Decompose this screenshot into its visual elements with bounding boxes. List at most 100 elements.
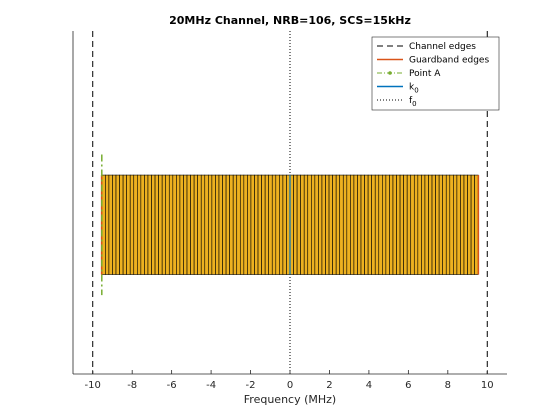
resource-block xyxy=(318,174,323,275)
resource-block xyxy=(360,174,365,275)
resource-block xyxy=(300,174,305,275)
x-tick-label: -4 xyxy=(206,380,216,391)
resource-block xyxy=(467,174,472,275)
resource-block xyxy=(158,174,163,275)
resource-block xyxy=(389,174,394,275)
x-tick-label: 0 xyxy=(287,380,293,391)
x-tick-label: 4 xyxy=(366,380,372,391)
resource-block xyxy=(449,174,454,275)
resource-block xyxy=(410,174,415,275)
resource-block xyxy=(264,174,269,275)
legend-entry: Guardband edges xyxy=(409,56,489,66)
x-tick-label: -6 xyxy=(167,380,177,391)
resource-block xyxy=(442,174,447,275)
resource-block xyxy=(413,174,419,275)
x-tick-label: 2 xyxy=(326,380,332,391)
resource-block xyxy=(257,174,262,275)
plot-area xyxy=(92,31,488,374)
resource-block xyxy=(250,174,255,275)
resource-block xyxy=(151,174,156,275)
legend-subscript: 0 xyxy=(414,87,418,95)
resource-block xyxy=(271,174,277,275)
resource-block xyxy=(144,174,149,275)
resource-block xyxy=(328,174,333,275)
resource-block xyxy=(325,174,330,275)
resource-block xyxy=(296,174,301,275)
legend-marker xyxy=(388,71,392,75)
resource-block xyxy=(353,174,358,275)
resource-block xyxy=(232,174,238,275)
resource-block xyxy=(314,174,319,275)
resource-block xyxy=(193,174,198,275)
resource-block xyxy=(385,174,390,275)
resource-block xyxy=(357,174,362,275)
resource-block xyxy=(200,174,206,275)
resource-block xyxy=(225,174,230,275)
resource-block xyxy=(396,174,401,275)
resource-block xyxy=(218,174,223,275)
legend-entry: Channel edges xyxy=(409,42,476,52)
resource-block xyxy=(112,174,117,275)
resource-block xyxy=(303,174,309,275)
resource-block xyxy=(282,174,287,275)
x-tick-label: -10 xyxy=(85,380,101,391)
legend-box xyxy=(371,36,500,111)
chart-title: 20MHz Channel, NRB=106, SCS=15kHz xyxy=(169,14,411,27)
resource-block xyxy=(435,174,440,275)
resource-block xyxy=(424,174,429,275)
resource-block xyxy=(254,174,259,275)
resource-block xyxy=(460,174,465,275)
resource-block xyxy=(275,174,280,275)
resource-block xyxy=(154,174,159,275)
resource-block xyxy=(293,174,298,275)
x-axis: -10 -8 -6 -4 -2 0 2 4 6 8 10 xyxy=(72,31,507,391)
resource-block xyxy=(243,174,248,275)
resource-block xyxy=(346,174,351,275)
resource-block xyxy=(364,174,369,275)
legend-entry: Point A xyxy=(409,69,441,79)
x-axis-label: Frequency (MHz) xyxy=(244,393,336,406)
resource-block xyxy=(335,174,341,275)
resource-block xyxy=(470,174,475,275)
resource-block xyxy=(137,174,142,275)
resource-block xyxy=(179,174,184,275)
resource-block xyxy=(147,174,152,275)
resource-block xyxy=(222,174,227,275)
resource-block xyxy=(197,174,202,275)
resource-block xyxy=(140,174,145,275)
resource-block xyxy=(279,174,284,275)
resource-block xyxy=(126,174,131,275)
resource-block xyxy=(161,174,167,275)
resource-block xyxy=(215,174,220,275)
resource-block xyxy=(428,174,433,275)
resource-block xyxy=(417,174,422,275)
resource-block xyxy=(105,174,110,275)
resource-block xyxy=(108,174,113,275)
resource-block xyxy=(190,174,195,275)
x-tick-label: 10 xyxy=(481,380,494,391)
resource-block xyxy=(133,174,138,275)
resource-block xyxy=(186,174,191,275)
resource-block xyxy=(208,174,213,275)
resource-block xyxy=(247,174,252,275)
x-tick-label: -8 xyxy=(127,380,137,391)
resource-block xyxy=(406,174,412,275)
resource-block xyxy=(129,174,135,275)
resource-block xyxy=(165,174,170,275)
legend-subscript: 0 xyxy=(412,100,416,108)
resource-block xyxy=(403,174,408,275)
resource-block xyxy=(392,174,397,275)
x-tick-label: -2 xyxy=(246,380,256,391)
resource-block xyxy=(168,174,174,275)
resource-block xyxy=(438,174,443,275)
resource-block xyxy=(229,174,234,275)
resource-block xyxy=(382,174,387,275)
resource-block xyxy=(421,174,426,275)
resource-block xyxy=(332,174,337,275)
resource-block xyxy=(453,174,458,275)
resource-block xyxy=(176,174,181,275)
resource-block xyxy=(261,174,266,275)
legend-entry: k0 xyxy=(409,83,419,95)
resource-block xyxy=(374,174,380,275)
